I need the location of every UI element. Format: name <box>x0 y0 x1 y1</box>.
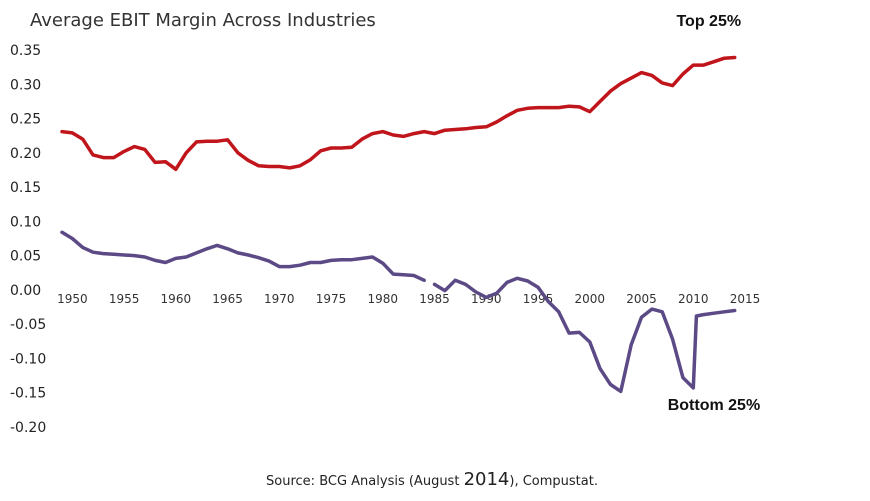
series-annotation: Top 25% <box>676 13 741 30</box>
y-tick-label: 0.35 <box>10 43 41 59</box>
source-note: Source: BCG Analysis (August 2014), Comp… <box>266 469 598 490</box>
source-prefix: Source: BCG Analysis (August <box>266 474 464 489</box>
x-tick-label: 1965 <box>212 292 243 306</box>
y-tick-label: 0.20 <box>10 146 41 162</box>
y-tick-label: 0.00 <box>10 283 41 299</box>
x-tick-label: 1950 <box>57 292 88 306</box>
x-tick-label: 1975 <box>316 292 347 306</box>
x-tick-label: 1985 <box>419 292 450 306</box>
y-axis-ticks: 0.35 0.30 0.25 0.20 0.15 0.10 0.05 0.00 -0.05 -0.… <box>10 43 46 436</box>
x-tick-label: 1955 <box>109 292 140 306</box>
y-tick-label: -0.20 <box>10 420 46 436</box>
x-tick-label: 1970 <box>264 292 295 306</box>
series-annotation: Bottom 25% <box>668 397 760 414</box>
series-line-0 <box>60 55 737 172</box>
y-tick-label: 0.25 <box>10 112 41 128</box>
y-tick-label: -0.15 <box>10 386 46 402</box>
y-tick-label: 0.05 <box>10 249 41 265</box>
x-tick-label: 1960 <box>161 292 192 306</box>
series-lines <box>60 55 737 394</box>
x-axis-ticks: 1950 1955 1960 1965 1970 1975 1980 1985 1990 1995… <box>57 292 760 306</box>
y-tick-label: -0.10 <box>10 351 46 367</box>
y-tick-label: 0.10 <box>10 214 41 230</box>
series-annotations: Top 25% Bottom 25% <box>668 13 760 414</box>
chart-title: Average EBIT Margin Across Industries <box>30 10 376 31</box>
x-tick-label: 2015 <box>730 292 761 306</box>
series-line-1 <box>60 230 737 394</box>
source-suffix: ), Compustat. <box>509 474 598 489</box>
y-tick-label: 0.30 <box>10 77 41 93</box>
source-year: 2014 <box>464 469 510 490</box>
x-tick-label: 2005 <box>626 292 657 306</box>
x-tick-label: 1980 <box>368 292 399 306</box>
y-tick-label: 0.15 <box>10 180 41 196</box>
x-tick-label: 2010 <box>678 292 709 306</box>
x-tick-label: 2000 <box>574 292 605 306</box>
y-tick-label: -0.05 <box>10 317 46 333</box>
